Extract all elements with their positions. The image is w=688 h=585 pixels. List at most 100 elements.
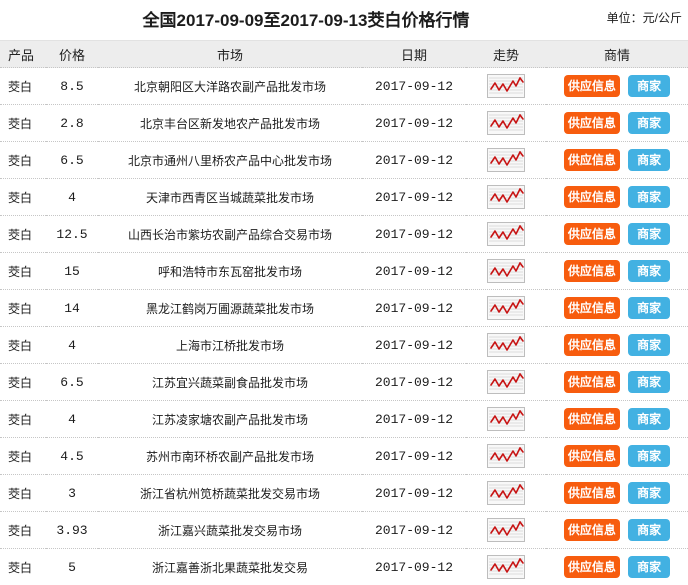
date-cell: 2017-09-12 bbox=[362, 252, 466, 290]
trend-sparkline-icon[interactable] bbox=[487, 518, 525, 542]
table-row: 茭白 3.93 浙江嘉兴蔬菜批发交易市场 2017-09-12 bbox=[0, 511, 688, 549]
merchant-button[interactable]: 商家 bbox=[628, 75, 671, 97]
trend-sparkline-icon[interactable] bbox=[487, 222, 525, 246]
market-cell: 苏州市南环桥农副产品批发市场 bbox=[98, 437, 362, 475]
trend-cell bbox=[466, 289, 546, 327]
merchant-button[interactable]: 商家 bbox=[628, 112, 671, 134]
info-cell: 供应信息 商家 bbox=[546, 252, 688, 290]
price-cell: 15 bbox=[46, 252, 98, 290]
price-cell: 4 bbox=[46, 178, 98, 216]
supply-info-button[interactable]: 供应信息 bbox=[563, 371, 620, 393]
merchant-button[interactable]: 商家 bbox=[628, 186, 671, 208]
date-cell: 2017-09-12 bbox=[362, 548, 466, 585]
col-header-trend: 走势 bbox=[466, 40, 546, 68]
info-cell: 供应信息 商家 bbox=[546, 178, 688, 216]
supply-info-button[interactable]: 供应信息 bbox=[563, 223, 620, 245]
market-cell: 浙江嘉善浙北果蔬菜批发交易 bbox=[98, 548, 362, 585]
supply-info-button[interactable]: 供应信息 bbox=[563, 519, 620, 541]
price-cell: 5 bbox=[46, 548, 98, 585]
col-header-product: 产品 bbox=[0, 40, 46, 68]
price-cell: 12.5 bbox=[46, 215, 98, 253]
date-cell: 2017-09-12 bbox=[362, 326, 466, 364]
merchant-button[interactable]: 商家 bbox=[628, 482, 671, 504]
table-row: 茭白 6.5 北京市通州八里桥农产品中心批发市场 2017-09-12 bbox=[0, 141, 688, 179]
table-row: 茭白 2.8 北京丰台区新发地农产品批发市场 2017-09-12 bbox=[0, 104, 688, 142]
trend-sparkline-icon[interactable] bbox=[487, 333, 525, 357]
merchant-button[interactable]: 商家 bbox=[628, 371, 671, 393]
trend-sparkline-icon[interactable] bbox=[487, 555, 525, 580]
merchant-button[interactable]: 商家 bbox=[628, 519, 671, 541]
page-title: 全国2017-09-09至2017-09-13茭白价格行情 bbox=[142, 11, 470, 30]
trend-cell bbox=[466, 252, 546, 290]
info-cell: 供应信息 商家 bbox=[546, 474, 688, 512]
market-cell: 浙江嘉兴蔬菜批发交易市场 bbox=[98, 511, 362, 549]
market-cell: 北京丰台区新发地农产品批发市场 bbox=[98, 104, 362, 142]
trend-cell bbox=[466, 215, 546, 253]
merchant-button[interactable]: 商家 bbox=[628, 260, 671, 282]
trend-sparkline-icon[interactable] bbox=[487, 444, 525, 468]
supply-info-button[interactable]: 供应信息 bbox=[563, 445, 620, 467]
product-cell: 茭白 bbox=[0, 474, 46, 512]
merchant-button[interactable]: 商家 bbox=[628, 408, 671, 430]
col-header-market: 市场 bbox=[98, 40, 362, 68]
merchant-button[interactable]: 商家 bbox=[628, 149, 671, 171]
merchant-button[interactable]: 商家 bbox=[628, 556, 671, 579]
supply-info-button[interactable]: 供应信息 bbox=[563, 260, 620, 282]
trend-sparkline-icon[interactable] bbox=[487, 407, 525, 431]
date-cell: 2017-09-12 bbox=[362, 141, 466, 179]
trend-sparkline-icon[interactable] bbox=[487, 370, 525, 394]
price-cell: 4 bbox=[46, 400, 98, 438]
price-cell: 6.5 bbox=[46, 141, 98, 179]
trend-sparkline-icon[interactable] bbox=[487, 111, 525, 135]
date-cell: 2017-09-12 bbox=[362, 437, 466, 475]
merchant-button[interactable]: 商家 bbox=[628, 223, 671, 245]
trend-sparkline-icon[interactable] bbox=[487, 481, 525, 505]
table-row: 茭白 12.5 山西长治市紫坊农副产品综合交易市场 2017-09-12 bbox=[0, 215, 688, 253]
table-header: 产品 价格 市场 日期 走势 商情 bbox=[0, 40, 688, 68]
supply-info-button[interactable]: 供应信息 bbox=[563, 75, 620, 97]
col-header-price: 价格 bbox=[46, 40, 98, 68]
market-cell: 天津市西青区当城蔬菜批发市场 bbox=[98, 178, 362, 216]
table-row: 茭白 6.5 江苏宜兴蔬菜副食品批发市场 2017-09-12 bbox=[0, 363, 688, 401]
supply-info-button[interactable]: 供应信息 bbox=[563, 408, 620, 430]
trend-sparkline-icon[interactable] bbox=[487, 148, 525, 172]
supply-info-button[interactable]: 供应信息 bbox=[563, 482, 620, 504]
merchant-button[interactable]: 商家 bbox=[628, 334, 671, 356]
info-cell: 供应信息 商家 bbox=[546, 437, 688, 475]
supply-info-button[interactable]: 供应信息 bbox=[563, 149, 620, 171]
market-cell: 呼和浩特市东瓦窑批发市场 bbox=[98, 252, 362, 290]
info-cell: 供应信息 商家 bbox=[546, 289, 688, 327]
market-cell: 山西长治市紫坊农副产品综合交易市场 bbox=[98, 215, 362, 253]
trend-cell bbox=[466, 400, 546, 438]
info-cell: 供应信息 商家 bbox=[546, 141, 688, 179]
supply-info-button[interactable]: 供应信息 bbox=[563, 186, 620, 208]
info-cell: 供应信息 商家 bbox=[546, 67, 688, 105]
date-cell: 2017-09-12 bbox=[362, 511, 466, 549]
product-cell: 茭白 bbox=[0, 326, 46, 364]
product-cell: 茭白 bbox=[0, 548, 46, 585]
table-row: 茭白 3 浙江省杭州笕桥蔬菜批发交易市场 2017-09-12 bbox=[0, 474, 688, 512]
merchant-button[interactable]: 商家 bbox=[628, 445, 671, 467]
price-cell: 2.8 bbox=[46, 104, 98, 142]
supply-info-button[interactable]: 供应信息 bbox=[563, 334, 620, 356]
col-header-date: 日期 bbox=[362, 40, 466, 68]
trend-sparkline-icon[interactable] bbox=[487, 296, 525, 320]
date-cell: 2017-09-12 bbox=[362, 67, 466, 105]
date-cell: 2017-09-12 bbox=[362, 215, 466, 253]
info-cell: 供应信息 商家 bbox=[546, 511, 688, 549]
price-cell: 8.5 bbox=[46, 67, 98, 105]
trend-sparkline-icon[interactable] bbox=[487, 259, 525, 283]
date-cell: 2017-09-12 bbox=[362, 400, 466, 438]
trend-sparkline-icon[interactable] bbox=[487, 74, 525, 98]
merchant-button[interactable]: 商家 bbox=[628, 297, 671, 319]
supply-info-button[interactable]: 供应信息 bbox=[563, 556, 620, 579]
info-cell: 供应信息 商家 bbox=[546, 548, 688, 585]
supply-info-button[interactable]: 供应信息 bbox=[563, 112, 620, 134]
trend-cell bbox=[466, 326, 546, 364]
price-cell: 3 bbox=[46, 474, 98, 512]
date-cell: 2017-09-12 bbox=[362, 289, 466, 327]
supply-info-button[interactable]: 供应信息 bbox=[563, 297, 620, 319]
trend-sparkline-icon[interactable] bbox=[487, 185, 525, 209]
col-header-info: 商情 bbox=[546, 40, 688, 68]
